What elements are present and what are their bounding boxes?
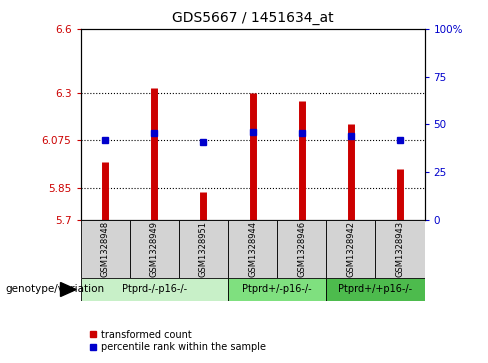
Title: GDS5667 / 1451634_at: GDS5667 / 1451634_at	[172, 11, 333, 25]
Bar	[326, 278, 425, 301]
Text: GSM1328948: GSM1328948	[101, 221, 110, 277]
Text: Ptprd+/+p16-/-: Ptprd+/+p16-/-	[338, 285, 412, 294]
Text: Ptprd-/-p16-/-: Ptprd-/-p16-/-	[122, 285, 187, 294]
Legend: transformed count, percentile rank within the sample: transformed count, percentile rank withi…	[85, 326, 270, 356]
Text: GSM1328943: GSM1328943	[395, 221, 405, 277]
Bar	[277, 220, 326, 278]
Bar	[81, 278, 228, 301]
Text: GSM1328944: GSM1328944	[248, 221, 257, 277]
Bar	[326, 220, 375, 278]
Bar	[179, 220, 228, 278]
Text: GSM1328942: GSM1328942	[346, 221, 355, 277]
Bar	[130, 220, 179, 278]
Text: Ptprd+/-p16-/-: Ptprd+/-p16-/-	[243, 285, 312, 294]
Bar	[81, 220, 130, 278]
Text: GSM1328951: GSM1328951	[199, 221, 208, 277]
Text: GSM1328949: GSM1328949	[150, 221, 159, 277]
Text: genotype/variation: genotype/variation	[5, 285, 104, 294]
Bar	[228, 220, 277, 278]
Bar	[228, 278, 326, 301]
Bar	[375, 220, 425, 278]
Polygon shape	[61, 282, 76, 297]
Text: GSM1328946: GSM1328946	[297, 221, 306, 277]
